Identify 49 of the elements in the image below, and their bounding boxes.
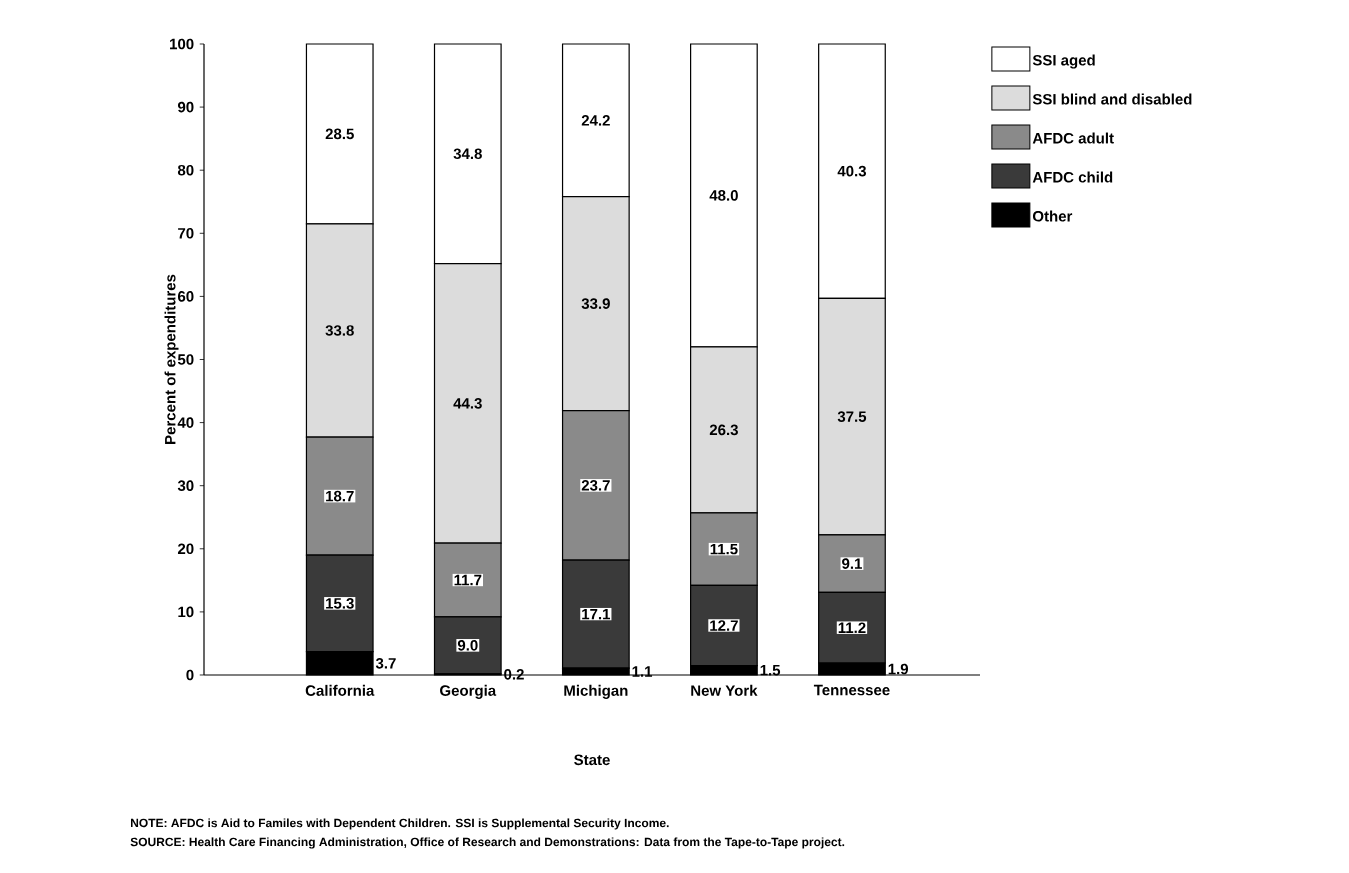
data-label: 11.7 bbox=[454, 574, 482, 586]
y-tick-label: 0 bbox=[186, 669, 194, 681]
data-label: 3.7 bbox=[375, 658, 396, 669]
data-label: 37.5 bbox=[837, 411, 867, 422]
data-label: 48.0 bbox=[709, 190, 738, 201]
y-tick-label: 10 bbox=[178, 606, 194, 618]
data-label: 34.8 bbox=[453, 148, 482, 160]
data-label: 28.5 bbox=[325, 128, 354, 140]
data-label: 11.5 bbox=[710, 543, 738, 555]
y-tick-label: 20 bbox=[177, 543, 194, 555]
y-tick-label: 100 bbox=[170, 38, 194, 50]
x-tick-label: New York bbox=[691, 684, 758, 696]
data-label: 40.3 bbox=[837, 165, 867, 177]
data-label: 24.2 bbox=[581, 115, 610, 126]
x-tick-label: Michigan bbox=[564, 684, 628, 699]
legend-label: Other bbox=[1032, 210, 1073, 222]
x-tick-label: Tennessee bbox=[813, 684, 890, 696]
source-note: SOURCE: Health Care Financing Administration, Office of Research and Demonstrations: Data from the Tape-to-Tape project. bbox=[130, 837, 845, 849]
data-label: 15.3 bbox=[326, 598, 354, 609]
y-tick-label: 90 bbox=[177, 101, 194, 113]
data-label: 0.2 bbox=[504, 669, 524, 680]
data-label: 33.8 bbox=[325, 325, 354, 336]
legend-label: AFDC child bbox=[1032, 171, 1113, 183]
y-tick-label: 50 bbox=[177, 354, 194, 365]
y-tick-label: 80 bbox=[177, 164, 194, 176]
data-label: 26.3 bbox=[709, 424, 738, 436]
data-label: 1.1 bbox=[632, 666, 653, 677]
data-label: 17.1 bbox=[582, 608, 611, 620]
x-axis-title: State bbox=[574, 754, 610, 766]
data-label: 44.3 bbox=[453, 398, 482, 409]
data-label: 23.7 bbox=[581, 480, 610, 491]
text: NOTE: AFDC is Aid to Familes with Dependent Children. SSI is Supplemental Security Income. bbox=[131, 818, 669, 830]
data-label: 18.7 bbox=[326, 490, 354, 502]
x-tick-label: Georgia bbox=[440, 684, 497, 699]
data-label: 1.9 bbox=[888, 663, 909, 675]
data-label: 1.5 bbox=[760, 665, 781, 676]
data-label: 9.1 bbox=[842, 558, 862, 569]
legend-label: SSI blind and disabled bbox=[1032, 93, 1192, 105]
y-tick-label: 40 bbox=[177, 417, 194, 428]
legend-label: AFDC adult bbox=[1032, 132, 1114, 144]
y-tick-label: 30 bbox=[177, 480, 194, 492]
data-label: 11.2 bbox=[838, 622, 866, 633]
y-tick-label: 70 bbox=[178, 227, 194, 239]
legend-label: SSI aged bbox=[1032, 54, 1095, 69]
x-tick-label: California bbox=[305, 684, 375, 696]
data-label: 33.9 bbox=[581, 298, 610, 309]
data-label: 12.7 bbox=[710, 620, 738, 631]
data-label: 9.0 bbox=[457, 640, 478, 651]
y-tick-label: 60 bbox=[178, 291, 194, 302]
